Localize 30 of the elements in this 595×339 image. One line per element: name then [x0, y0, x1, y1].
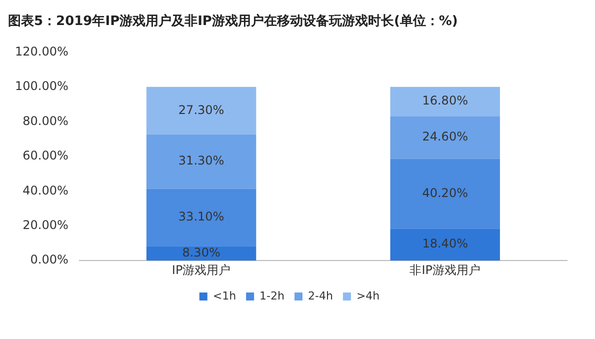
y-tick-label: 0.00%: [30, 252, 68, 267]
bar: [390, 158, 500, 229]
bar: [390, 86, 500, 116]
legend-label: <1h: [212, 289, 236, 302]
x-tick-label: 非IP游戏用户: [410, 262, 480, 277]
data-label: 24.60%: [422, 130, 468, 144]
y-tick-label: 20.00%: [22, 218, 68, 232]
data-label: 31.30%: [178, 154, 224, 168]
y-tick-label: 100.00%: [15, 79, 68, 94]
bar: [390, 116, 500, 159]
data-label: 8.30%: [182, 246, 220, 260]
bar: [146, 86, 256, 134]
chart-title: 图表5：2019年IP游戏用户及非IP游戏用户在移动设备玩游戏时长(单位：%): [8, 12, 459, 31]
legend-label: >4h: [356, 289, 380, 302]
data-label: 18.40%: [422, 236, 468, 251]
data-label: 16.80%: [422, 94, 468, 108]
bar: [390, 228, 500, 261]
legend-label: 2-4h: [308, 289, 333, 302]
bar: [146, 188, 256, 246]
y-tick-label: 40.00%: [22, 183, 68, 198]
x-tick-label: IP游戏用户: [172, 262, 231, 277]
data-label: 27.30%: [178, 102, 224, 117]
bar: [146, 246, 256, 261]
y-tick-label: 120.00%: [15, 44, 68, 58]
data-label: 33.10%: [178, 210, 224, 224]
bar: [146, 134, 256, 189]
y-tick-label: 80.00%: [22, 114, 68, 128]
y-tick-label: 60.00%: [22, 148, 68, 163]
legend-label: 1-2h: [260, 289, 285, 302]
data-label: 40.20%: [422, 186, 468, 200]
